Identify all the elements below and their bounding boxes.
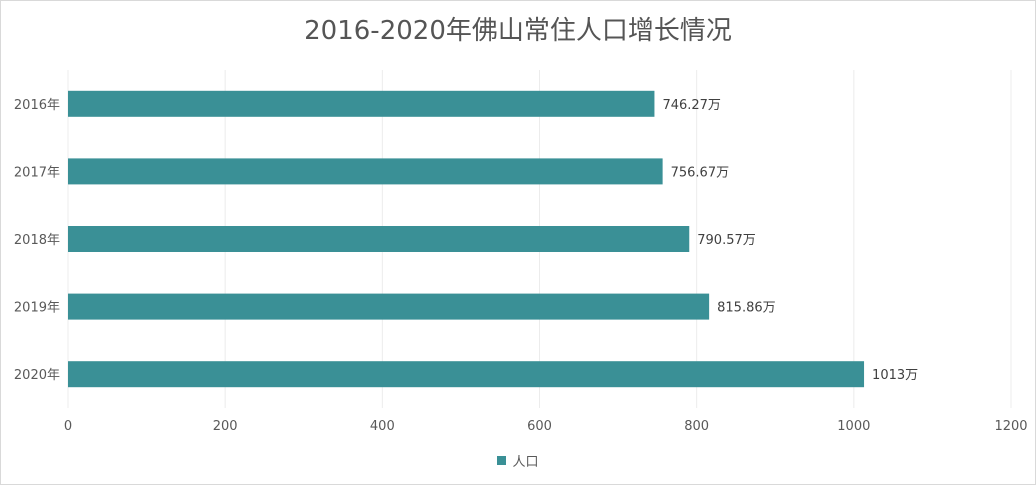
legend-swatch [497, 456, 507, 465]
x-tick-label: 1000 [837, 419, 870, 434]
y-tick-label: 2019年 [14, 301, 60, 316]
y-tick-label: 2017年 [14, 165, 60, 180]
x-tick-label: 400 [370, 419, 395, 434]
x-tick-label: 800 [684, 419, 709, 434]
y-tick-label: 2020年 [14, 368, 60, 383]
legend-label[interactable]: 人口 [512, 455, 539, 470]
legend: 人口 [0, 451, 1036, 470]
data-label: 746.27万 [662, 98, 721, 113]
bar[interactable] [68, 293, 710, 320]
data-label: 756.67万 [671, 165, 730, 180]
x-tick-label: 1200 [994, 419, 1027, 434]
data-label: 1013万 [872, 368, 918, 383]
bar[interactable] [68, 158, 663, 185]
bar[interactable] [68, 90, 655, 117]
x-tick-label: 200 [213, 419, 238, 434]
y-tick-label: 2018年 [14, 233, 60, 248]
y-tick-label: 2016年 [14, 98, 60, 113]
chart-title: 2016-2020年佛山常住人口增长情况 [304, 16, 732, 46]
data-label: 815.86万 [717, 301, 776, 316]
data-label: 790.57万 [697, 233, 756, 248]
bar[interactable] [68, 226, 690, 252]
x-tick-label: 600 [527, 419, 552, 434]
x-tick-label: 0 [64, 419, 72, 434]
bar[interactable] [68, 361, 865, 388]
